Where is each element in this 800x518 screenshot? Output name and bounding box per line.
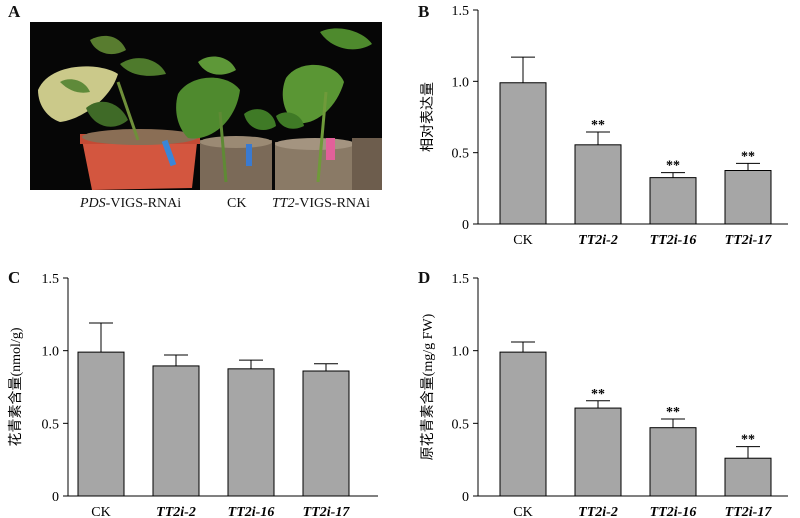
category-label: TT2i-16 xyxy=(228,505,275,518)
bar xyxy=(724,457,772,497)
y-tick-label: 1.5 xyxy=(42,272,60,287)
category-label: TT2i-17 xyxy=(303,505,351,518)
significance-label: ** xyxy=(666,405,680,420)
category-label: TT2i-16 xyxy=(650,233,697,248)
y-tick-label: 1.0 xyxy=(452,75,470,90)
bar xyxy=(649,177,697,225)
bar xyxy=(227,368,275,497)
y-tick-label: 0.5 xyxy=(42,417,60,432)
y-axis-label: 原花青素含量(mg/g FW) xyxy=(420,313,436,460)
category-label: CK xyxy=(513,505,532,518)
y-tick-label: 1.5 xyxy=(452,4,470,19)
y-tick-label: 1.0 xyxy=(42,345,60,360)
caption-ck: CK xyxy=(227,196,247,211)
y-tick-label: 1.0 xyxy=(452,345,470,360)
bar xyxy=(574,407,622,497)
category-label: TT2i-2 xyxy=(578,233,618,248)
caption-tt2: TT2-VIGS-RNAi xyxy=(272,196,371,211)
significance-label: ** xyxy=(741,149,755,164)
category-label: CK xyxy=(513,233,532,248)
bar xyxy=(724,170,772,225)
y-tick-label: 0 xyxy=(462,490,469,505)
category-label: TT2i-17 xyxy=(725,505,773,518)
y-axis-label: 相对表达量 xyxy=(420,82,436,152)
panel-a-letter: A xyxy=(8,2,21,21)
category-label: TT2i-2 xyxy=(156,505,196,518)
bar xyxy=(574,144,622,225)
category-label: TT2i-17 xyxy=(725,233,773,248)
panel-b-letter: B xyxy=(418,2,430,21)
panel-d-letter: D xyxy=(418,268,431,287)
y-tick-label: 0 xyxy=(52,490,59,505)
category-label: TT2i-2 xyxy=(578,505,618,518)
plant-photo xyxy=(30,22,382,190)
significance-label: ** xyxy=(591,387,605,402)
plant-photo-drawing xyxy=(30,22,382,190)
pot-middle xyxy=(200,140,272,190)
bar xyxy=(649,427,697,497)
y-axis-label: 花青素含量(nmol/g) xyxy=(8,327,24,446)
bar xyxy=(77,351,125,497)
y-tick-label: 1.5 xyxy=(452,272,470,287)
y-tick-label: 0 xyxy=(462,218,469,233)
y-tick-label: 0.5 xyxy=(452,417,470,432)
significance-label: ** xyxy=(741,433,755,448)
significance-label: ** xyxy=(666,159,680,174)
panel-c-letter: C xyxy=(8,268,21,287)
category-label: CK xyxy=(91,505,110,518)
significance-label: ** xyxy=(591,118,605,133)
category-label: TT2i-16 xyxy=(650,505,697,518)
caption-pds: PDS-VIGS-RNAi xyxy=(80,196,182,211)
bar xyxy=(499,351,547,497)
y-tick-label: 0.5 xyxy=(452,147,470,162)
